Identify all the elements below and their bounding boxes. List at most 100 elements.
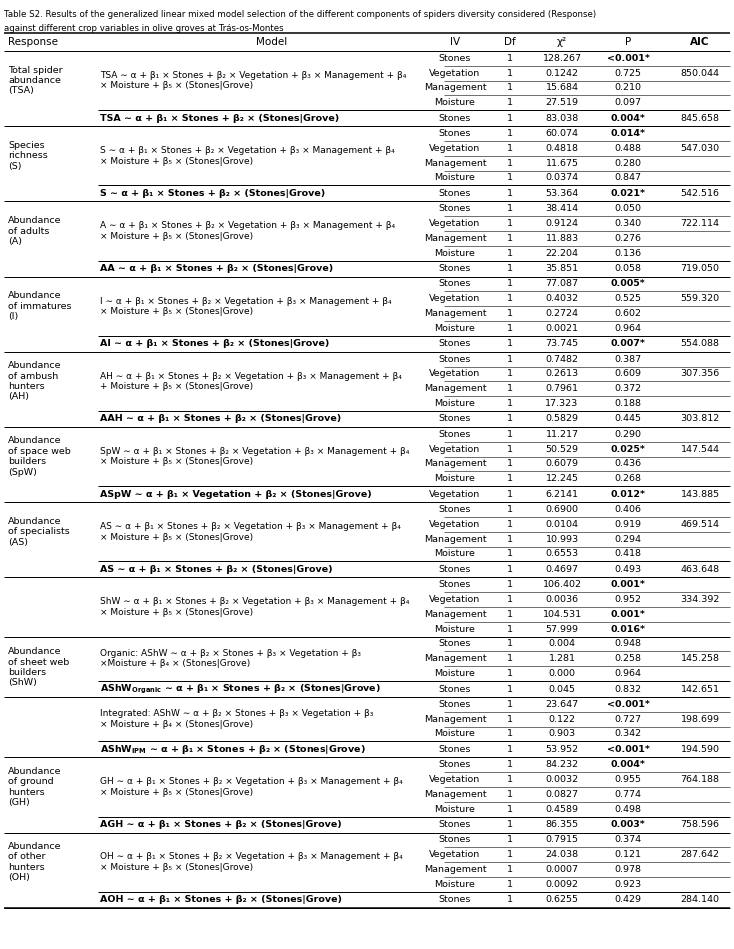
Text: 0.4697: 0.4697: [545, 565, 578, 574]
Text: 1: 1: [507, 715, 513, 724]
Text: Abundance
of immatures
(I): Abundance of immatures (I): [8, 291, 71, 321]
Text: 0.268: 0.268: [614, 474, 642, 483]
Text: 0.9124: 0.9124: [545, 219, 578, 228]
Text: Abundance
of ambush
hunters
(AH): Abundance of ambush hunters (AH): [8, 362, 62, 401]
Text: 1: 1: [507, 505, 513, 514]
Text: 1: 1: [507, 880, 513, 889]
Text: 0.290: 0.290: [614, 430, 642, 438]
Text: 0.122: 0.122: [548, 715, 575, 724]
Text: Management: Management: [424, 158, 487, 168]
Text: 547.030: 547.030: [680, 144, 719, 153]
Text: Species
richness
(S): Species richness (S): [8, 140, 48, 171]
Text: 106.402: 106.402: [542, 580, 581, 589]
Text: Moisture: Moisture: [435, 99, 476, 107]
Text: 1: 1: [507, 174, 513, 182]
Text: Stones: Stones: [439, 204, 471, 214]
Text: Moisture: Moisture: [435, 730, 476, 738]
Text: 1: 1: [507, 865, 513, 874]
Text: TSA ∼ α + β₁ × Stones + β₂ × (Stones|Grove): TSA ∼ α + β₁ × Stones + β₂ × (Stones|Gro…: [100, 114, 339, 122]
Text: 0.2613: 0.2613: [545, 369, 578, 379]
Text: 0.000: 0.000: [548, 669, 575, 679]
Text: Table S2. Results of the generalized linear mixed model selection of the differe: Table S2. Results of the generalized lin…: [4, 10, 596, 19]
Text: 0.0032: 0.0032: [545, 775, 578, 784]
Text: 17.323: 17.323: [545, 400, 578, 408]
Text: 77.087: 77.087: [545, 280, 578, 288]
Text: 1: 1: [507, 895, 513, 904]
Text: Stones: Stones: [439, 640, 471, 648]
Text: 0.774: 0.774: [614, 790, 642, 799]
Text: 0.919: 0.919: [614, 520, 642, 529]
Text: 0.007*: 0.007*: [611, 340, 645, 348]
Text: 1: 1: [507, 54, 513, 63]
Text: Stones: Stones: [439, 189, 471, 198]
Text: 0.6553: 0.6553: [545, 549, 578, 559]
Text: Vegetation: Vegetation: [429, 369, 481, 379]
Text: χ²: χ²: [557, 37, 567, 47]
Text: AS ∼ α + β₁ × Stones + β₂ × (Stones|Grove): AS ∼ α + β₁ × Stones + β₂ × (Stones|Grov…: [100, 565, 333, 574]
Text: Stones: Stones: [439, 280, 471, 288]
Text: Abundance
of sheet web
builders
(ShW): Abundance of sheet web builders (ShW): [8, 647, 69, 687]
Text: 1: 1: [507, 340, 513, 348]
Text: 24.038: 24.038: [545, 850, 578, 859]
Text: 73.745: 73.745: [545, 340, 578, 348]
Text: GH ∼ α + β₁ × Stones + β₂ × Vegetation + β₃ × Management + β₄
× Moisture + β₅ × : GH ∼ α + β₁ × Stones + β₂ × Vegetation +…: [100, 777, 403, 797]
Text: 0.005*: 0.005*: [611, 280, 645, 288]
Text: 1: 1: [507, 745, 513, 754]
Text: 1: 1: [507, 520, 513, 529]
Text: 0.493: 0.493: [614, 565, 642, 574]
Text: Stones: Stones: [439, 430, 471, 438]
Text: Stones: Stones: [439, 505, 471, 514]
Text: 11.675: 11.675: [545, 158, 578, 168]
Text: Stones: Stones: [439, 580, 471, 589]
Text: 1: 1: [507, 233, 513, 243]
Text: 0.923: 0.923: [614, 880, 642, 889]
Text: 0.488: 0.488: [614, 144, 642, 153]
Text: Vegetation: Vegetation: [429, 490, 481, 499]
Text: 1.281: 1.281: [548, 654, 575, 663]
Text: 0.6255: 0.6255: [545, 895, 578, 904]
Text: 1: 1: [507, 204, 513, 214]
Text: AIC: AIC: [690, 37, 710, 47]
Text: S ∼ α + β₁ × Stones + β₂ × (Stones|Grove): S ∼ α + β₁ × Stones + β₂ × (Stones|Grove…: [100, 189, 325, 198]
Text: 1: 1: [507, 805, 513, 813]
Text: 1: 1: [507, 84, 513, 92]
Text: 1: 1: [507, 309, 513, 318]
Text: Management: Management: [424, 790, 487, 799]
Text: AS ∼ α + β₁ × Stones + β₂ × Vegetation + β₃ × Management + β₄
× Moisture + β₅ × : AS ∼ α + β₁ × Stones + β₂ × Vegetation +…: [100, 522, 401, 542]
Text: 1: 1: [507, 219, 513, 228]
Text: Moisture: Moisture: [435, 249, 476, 258]
Text: Management: Management: [424, 654, 487, 663]
Text: 0.058: 0.058: [614, 264, 642, 273]
Text: 0.5829: 0.5829: [545, 415, 578, 423]
Text: 463.648: 463.648: [680, 565, 719, 574]
Text: Stones: Stones: [439, 54, 471, 63]
Text: 15.684: 15.684: [545, 84, 578, 92]
Text: AShW$_\mathregular{Organic}$ ∼ α + β₁ × Stones + β₂ × (Stones|Grove): AShW$_\mathregular{Organic}$ ∼ α + β₁ × …: [100, 682, 381, 696]
Text: 0.525: 0.525: [614, 294, 642, 304]
Text: 0.387: 0.387: [614, 355, 642, 363]
Text: 1: 1: [507, 68, 513, 78]
Text: 1: 1: [507, 430, 513, 438]
Text: Df: Df: [504, 37, 516, 47]
Text: <0.001*: <0.001*: [606, 745, 650, 754]
Text: 722.114: 722.114: [680, 219, 719, 228]
Text: 0.0021: 0.0021: [545, 324, 578, 333]
Text: Model: Model: [256, 37, 288, 47]
Text: 1: 1: [507, 490, 513, 499]
Text: 53.952: 53.952: [545, 745, 578, 754]
Text: Stones: Stones: [439, 820, 471, 829]
Text: 0.025*: 0.025*: [611, 445, 645, 454]
Text: 1: 1: [507, 775, 513, 784]
Text: 147.544: 147.544: [680, 445, 719, 454]
Text: SpW ∼ α + β₁ × Stones + β₂ × Vegetation + β₃ × Management + β₄
× Moisture + β₅ ×: SpW ∼ α + β₁ × Stones + β₂ × Vegetation …: [100, 447, 410, 466]
Text: 0.014*: 0.014*: [611, 129, 645, 139]
Text: Stones: Stones: [439, 114, 471, 122]
Text: 1: 1: [507, 610, 513, 619]
Text: Stones: Stones: [439, 745, 471, 754]
Text: Stones: Stones: [439, 684, 471, 694]
Text: 0.429: 0.429: [614, 895, 642, 904]
Text: 11.883: 11.883: [545, 233, 578, 243]
Text: 0.016*: 0.016*: [611, 624, 645, 634]
Text: 104.531: 104.531: [542, 610, 581, 619]
Text: Stones: Stones: [439, 700, 471, 709]
